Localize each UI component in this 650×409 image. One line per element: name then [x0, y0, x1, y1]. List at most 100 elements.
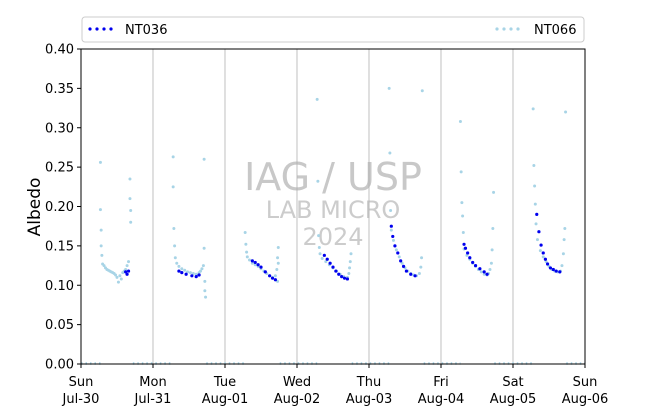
- data-point: [562, 238, 566, 242]
- data-point: [482, 272, 486, 276]
- x-axis: Sun Jul-30 Mon Jul-31 Tue Aug-01 Wed Aug-02 Thu A…: [62, 364, 609, 407]
- x-tick-label-date: Aug-06: [562, 392, 609, 407]
- data-point: [462, 242, 466, 246]
- data-point: [315, 97, 319, 101]
- data-point: [334, 269, 338, 273]
- data-point: [268, 274, 272, 278]
- data-point: [243, 230, 247, 234]
- data-point: [531, 107, 535, 111]
- data-point: [116, 280, 120, 284]
- watermark-line2: LAB MICRO: [266, 196, 401, 224]
- data-point: [129, 208, 133, 212]
- x-tick-label-day: Fri: [433, 375, 449, 390]
- data-point: [204, 295, 208, 299]
- data-point: [201, 264, 205, 268]
- x-tick-label-day: Wed: [283, 375, 311, 390]
- y-tick-label: 0.15: [45, 239, 74, 254]
- data-point: [250, 259, 254, 263]
- data-point: [184, 272, 188, 276]
- data-point: [320, 256, 324, 260]
- data-point: [544, 260, 548, 264]
- data-point: [465, 253, 469, 257]
- data-point: [342, 276, 347, 280]
- data-point: [186, 270, 190, 274]
- data-point: [256, 263, 260, 267]
- data-point: [548, 266, 553, 270]
- data-point: [491, 227, 495, 231]
- data-point: [99, 244, 103, 248]
- data-point: [532, 164, 536, 168]
- y-tick-label: 0.05: [45, 318, 74, 333]
- data-point: [202, 246, 206, 250]
- x-tick-label-date: Aug-01: [202, 392, 249, 407]
- data-point: [202, 157, 206, 161]
- y-tick-label: 0.20: [45, 200, 74, 215]
- data-point: [244, 242, 248, 246]
- data-point: [177, 264, 181, 268]
- data-point: [115, 275, 119, 279]
- data-point: [199, 269, 203, 273]
- x-tick-label-day: Sat: [502, 375, 523, 390]
- data-point: [533, 184, 537, 188]
- data-point: [389, 228, 393, 232]
- data-point: [478, 267, 482, 271]
- data-point: [276, 279, 280, 283]
- data-point: [534, 222, 538, 226]
- data-point: [563, 227, 567, 231]
- data-point: [188, 271, 192, 275]
- data-point: [482, 270, 486, 274]
- data-point: [322, 253, 326, 257]
- data-point: [273, 274, 277, 278]
- data-point: [389, 224, 393, 228]
- data-point: [259, 265, 263, 269]
- data-point: [535, 212, 539, 216]
- data-point: [180, 267, 184, 271]
- series-nt036: [124, 212, 562, 282]
- data-point: [396, 251, 400, 255]
- data-point: [98, 208, 102, 212]
- data-point: [388, 151, 392, 155]
- data-point: [461, 230, 465, 234]
- y-axis-label: Albedo: [25, 178, 45, 237]
- data-point: [203, 279, 207, 283]
- data-point: [340, 274, 344, 279]
- data-point: [203, 289, 207, 293]
- data-point: [276, 245, 280, 249]
- legend-box: [81, 16, 585, 43]
- y-tick-label: 0.10: [45, 279, 74, 294]
- data-point: [492, 190, 496, 194]
- data-point: [543, 257, 548, 261]
- x-tick-label-date: Aug-05: [490, 392, 537, 407]
- data-point: [114, 273, 118, 277]
- data-point: [171, 155, 175, 159]
- data-point: [270, 276, 275, 280]
- data-point: [172, 227, 176, 231]
- data-point: [348, 260, 352, 264]
- data-point: [413, 274, 417, 278]
- data-point: [394, 248, 398, 252]
- legend-dot: [109, 27, 113, 31]
- data-point: [420, 256, 424, 260]
- data-point: [324, 260, 328, 264]
- legend-dot: [88, 27, 92, 31]
- legend-dot: [95, 27, 99, 31]
- data-points: [98, 86, 568, 299]
- data-point: [347, 271, 351, 275]
- data-point: [175, 261, 179, 265]
- data-point: [345, 277, 349, 281]
- data-point: [125, 272, 129, 276]
- data-point: [473, 263, 478, 268]
- data-point: [253, 260, 257, 265]
- legend-dot: [102, 27, 106, 31]
- data-point: [128, 197, 132, 201]
- data-point: [119, 277, 123, 281]
- data-point: [325, 257, 329, 261]
- data-point: [173, 256, 177, 260]
- data-point: [537, 230, 541, 234]
- data-point: [200, 267, 204, 271]
- data-point: [245, 250, 249, 254]
- data-point: [177, 269, 181, 273]
- legend-dot: [516, 27, 520, 31]
- data-point: [466, 251, 470, 255]
- data-point: [393, 244, 397, 248]
